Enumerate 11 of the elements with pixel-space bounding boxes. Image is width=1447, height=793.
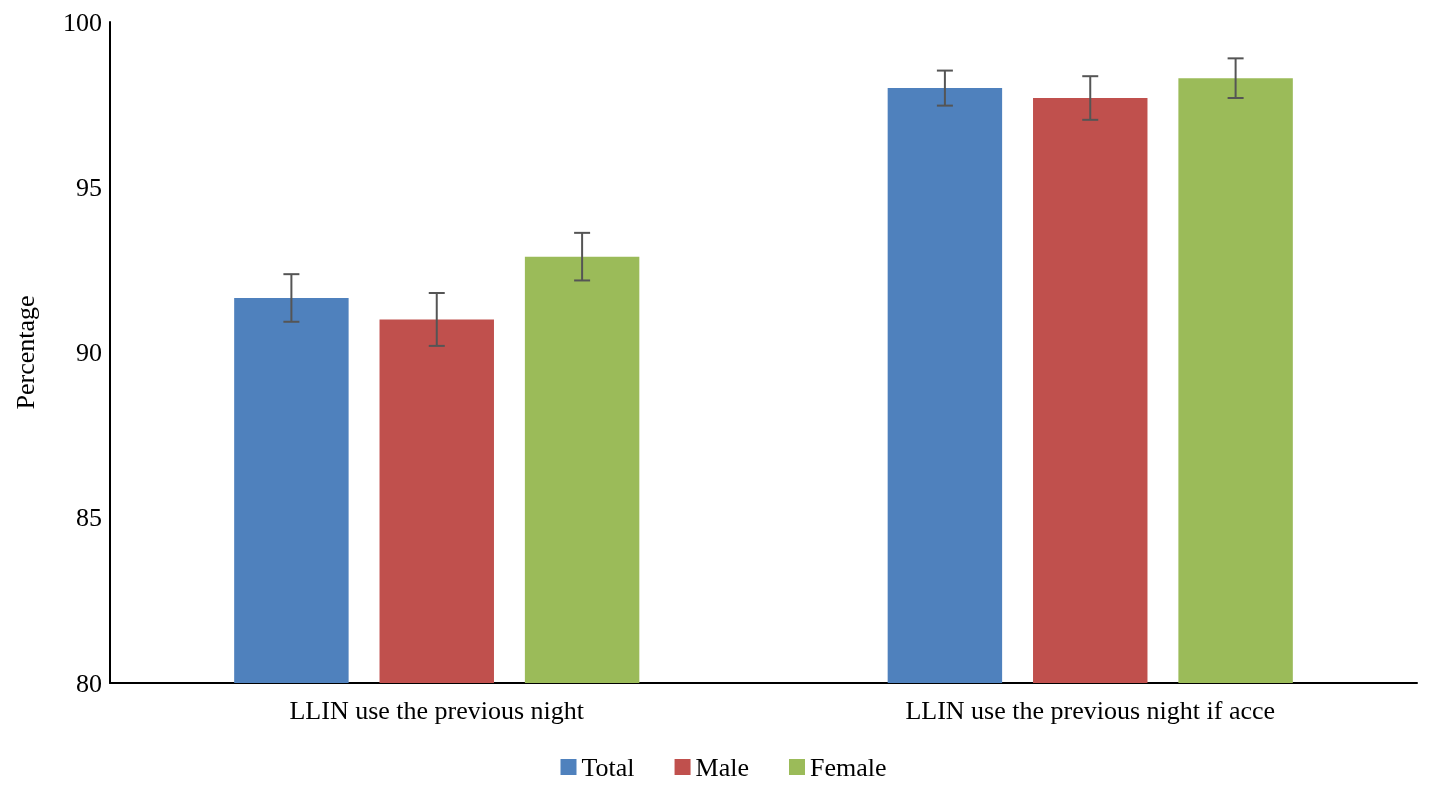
y-tick-label: 85	[76, 503, 102, 533]
y-tick-label: 100	[63, 7, 102, 37]
y-tick-label: 90	[76, 338, 102, 367]
y-tick-label: 95	[76, 172, 102, 202]
legend-label: Female	[809, 752, 887, 782]
legend-label: Total	[581, 752, 635, 782]
legend-label: Male	[695, 752, 749, 782]
y-tick-label: 80	[76, 668, 102, 698]
x-tick-label: LLIN use the previous night if acce	[905, 695, 1276, 725]
x-tick-label: LLIN use the previous night	[289, 695, 585, 725]
y-axis-title: Percentage	[10, 295, 40, 410]
